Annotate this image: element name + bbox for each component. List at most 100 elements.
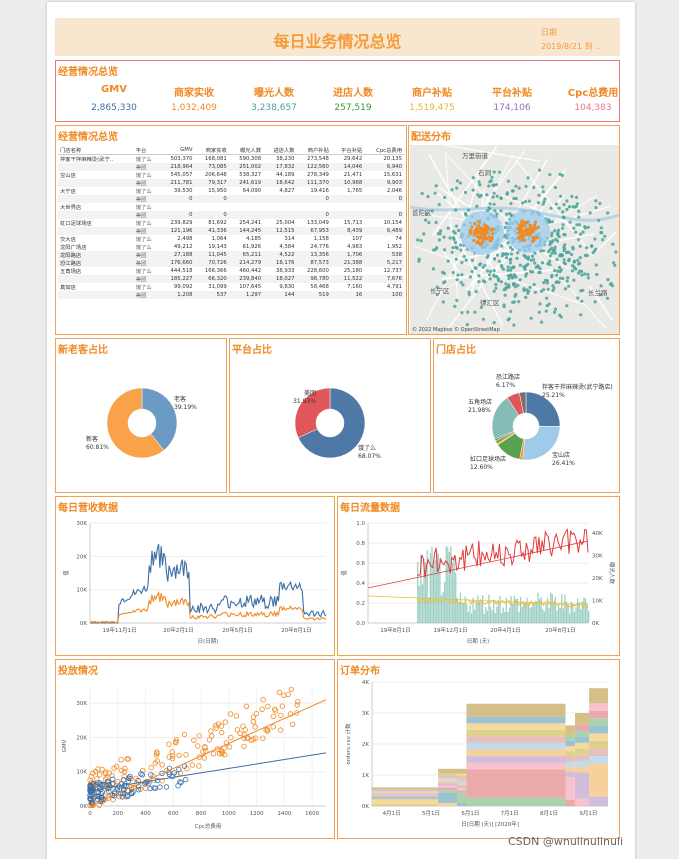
table-cell	[330, 211, 365, 219]
map-point	[466, 310, 470, 314]
map-point	[606, 278, 610, 282]
map-point	[510, 252, 514, 256]
exposure-bar	[455, 572, 457, 623]
table-row[interactable]: 恐江路店 美团 176,660 70,726 214,279 18,176 87,573 21…	[58, 259, 404, 267]
table-row[interactable]: 宝山店 饿了么 545,057 206,648 538,327 44,189 278,349…	[58, 171, 404, 179]
table-row[interactable]: 美团 1,208 537 1,297 144 519 16 100	[58, 291, 404, 299]
map-point	[552, 310, 557, 314]
table-header-cell[interactable]: 平台	[133, 146, 161, 155]
table-row[interactable]: 交大店 饿了么 2,498 1,064 4,185 314 1,158 107 74	[58, 235, 404, 243]
table-row[interactable]: 美团 218,964 73,085 251,002 17,832 122,560 14,04…	[58, 163, 404, 171]
map-point	[435, 285, 439, 289]
map-point	[496, 279, 501, 283]
table-header-cell[interactable]: Cpc总费用	[364, 146, 404, 155]
table-row[interactable]: 美团 211,781 79,317 241,619 18,642 111,370 10,96…	[58, 179, 404, 187]
map-point	[554, 202, 558, 206]
exposure-bar	[466, 603, 468, 623]
exposure-bar	[565, 601, 568, 623]
table-row[interactable]: 美团 0 0 0 0	[58, 211, 404, 219]
map-point	[422, 232, 426, 236]
map-point	[572, 260, 576, 264]
area-band	[575, 798, 590, 806]
table-cell: 1,706	[330, 251, 365, 259]
table-header-cell[interactable]: 平台补贴	[330, 146, 365, 155]
pie-label-name: 老客	[174, 395, 186, 403]
map-point	[505, 212, 509, 216]
table-row[interactable]: 五角场店 饿了么 444,518 166,366 460,442 38,933 228,60…	[58, 267, 404, 275]
map-point	[446, 226, 450, 230]
store-order-point	[478, 227, 482, 231]
table-header-cell[interactable]: 门店名称	[58, 146, 134, 155]
table-cell: 7,676	[364, 275, 404, 283]
map-point	[448, 236, 452, 240]
table-row[interactable]: 虹口足球场店 饿了么 239,829 81,692 254,241 25,004 133,0…	[58, 219, 404, 227]
map-point	[565, 279, 569, 283]
map-point	[495, 274, 499, 279]
store-order-point	[490, 235, 494, 239]
map-point	[452, 229, 456, 234]
table-cell: 24,776	[310, 244, 329, 250]
map-point	[532, 258, 536, 262]
map-point	[502, 304, 506, 309]
table-header-cell[interactable]: 商户补贴	[296, 146, 331, 155]
map-point	[581, 230, 585, 234]
scatter-point-0	[237, 730, 243, 736]
table-cell: 拌客干拌麻辣烫(武宁..	[60, 157, 114, 163]
area-band	[466, 797, 566, 806]
kpi-value-6: 104,383	[574, 103, 612, 113]
scatter-point-1	[139, 772, 145, 778]
map-point	[550, 240, 554, 245]
map-point	[527, 199, 531, 203]
table-cell	[228, 195, 264, 203]
map-point	[576, 296, 580, 300]
map-point	[572, 278, 576, 282]
kpi-panel-title: 经营情况总览	[58, 67, 118, 78]
table-cell: 五角场店	[60, 269, 82, 275]
pie-label-value: 6.17%	[496, 382, 515, 389]
y2-tick-label: 10K	[592, 599, 603, 605]
area-band	[466, 743, 566, 750]
table-row[interactable]: 美团 0 0 0 0	[58, 195, 404, 203]
scatter-point-1	[87, 786, 93, 792]
scatter-point-0	[206, 737, 213, 743]
table-row[interactable]: 龙阳路店 美团 27,188 11,045 65,211 4,522 13,356 1,706…	[58, 251, 404, 259]
scatter-point-0	[183, 751, 189, 758]
scatter-point-0	[196, 763, 202, 769]
map-point	[507, 285, 511, 289]
scatter-point-0	[169, 749, 175, 755]
table-header-cell[interactable]: 商家实收	[194, 146, 229, 155]
exposure-bar	[519, 596, 522, 623]
table-row[interactable]: 大宁店 饿了么 39,530 15,950 64,090 4,827 19,416 1,765…	[58, 187, 404, 195]
table-row[interactable]: 真如店 饿了么 99,092 31,099 107,645 9,830 58,468 7,16…	[58, 283, 404, 291]
map-point	[561, 276, 565, 281]
map-point	[509, 201, 513, 206]
map-point	[600, 231, 604, 235]
table-header-cell[interactable]: 曝光人数	[228, 146, 264, 155]
store-order-point	[473, 230, 478, 234]
table-row[interactable]: 拌客干拌麻辣烫(武宁.. 饿了么 503,370 168,081 590,308 38,2…	[58, 155, 404, 163]
table-row[interactable]: 美团 185,227 66,320 239,840 18,027 98,780 11,522…	[58, 275, 404, 283]
table-cell: 饿了么	[135, 221, 152, 227]
map-point	[514, 197, 518, 201]
table-header-cell[interactable]: 进店人数	[263, 146, 297, 155]
scatter-point-1	[98, 791, 104, 797]
y-tick-label: 30K	[76, 701, 87, 707]
table-row[interactable]: 大世界店 饿了么	[58, 203, 404, 211]
table-row[interactable]: 美团 121,196 41,336 144,245 12,515 67,953 8,439 6…	[58, 227, 404, 235]
table-cell: 98,780	[296, 275, 331, 283]
table-cell	[58, 227, 134, 235]
table-header-cell[interactable]: GMV	[160, 146, 195, 155]
map-point	[478, 183, 482, 187]
date-filter-value[interactable]: 2019/8/21 到 ..	[541, 42, 601, 51]
store-order-point	[523, 229, 527, 233]
scatter-point-0	[105, 795, 111, 801]
table-row[interactable]: 龙阳广场店 饿了么 49,212 19,143 61,926 4,384 24,776 4,9…	[58, 243, 404, 251]
map-point	[540, 261, 545, 265]
x-tick-label: 20年4月1日	[490, 626, 521, 634]
map-point	[458, 181, 462, 185]
scatter-point-0	[116, 793, 123, 800]
store-order-point	[519, 222, 524, 226]
map-point	[489, 179, 493, 183]
exposure-bar	[477, 595, 479, 623]
